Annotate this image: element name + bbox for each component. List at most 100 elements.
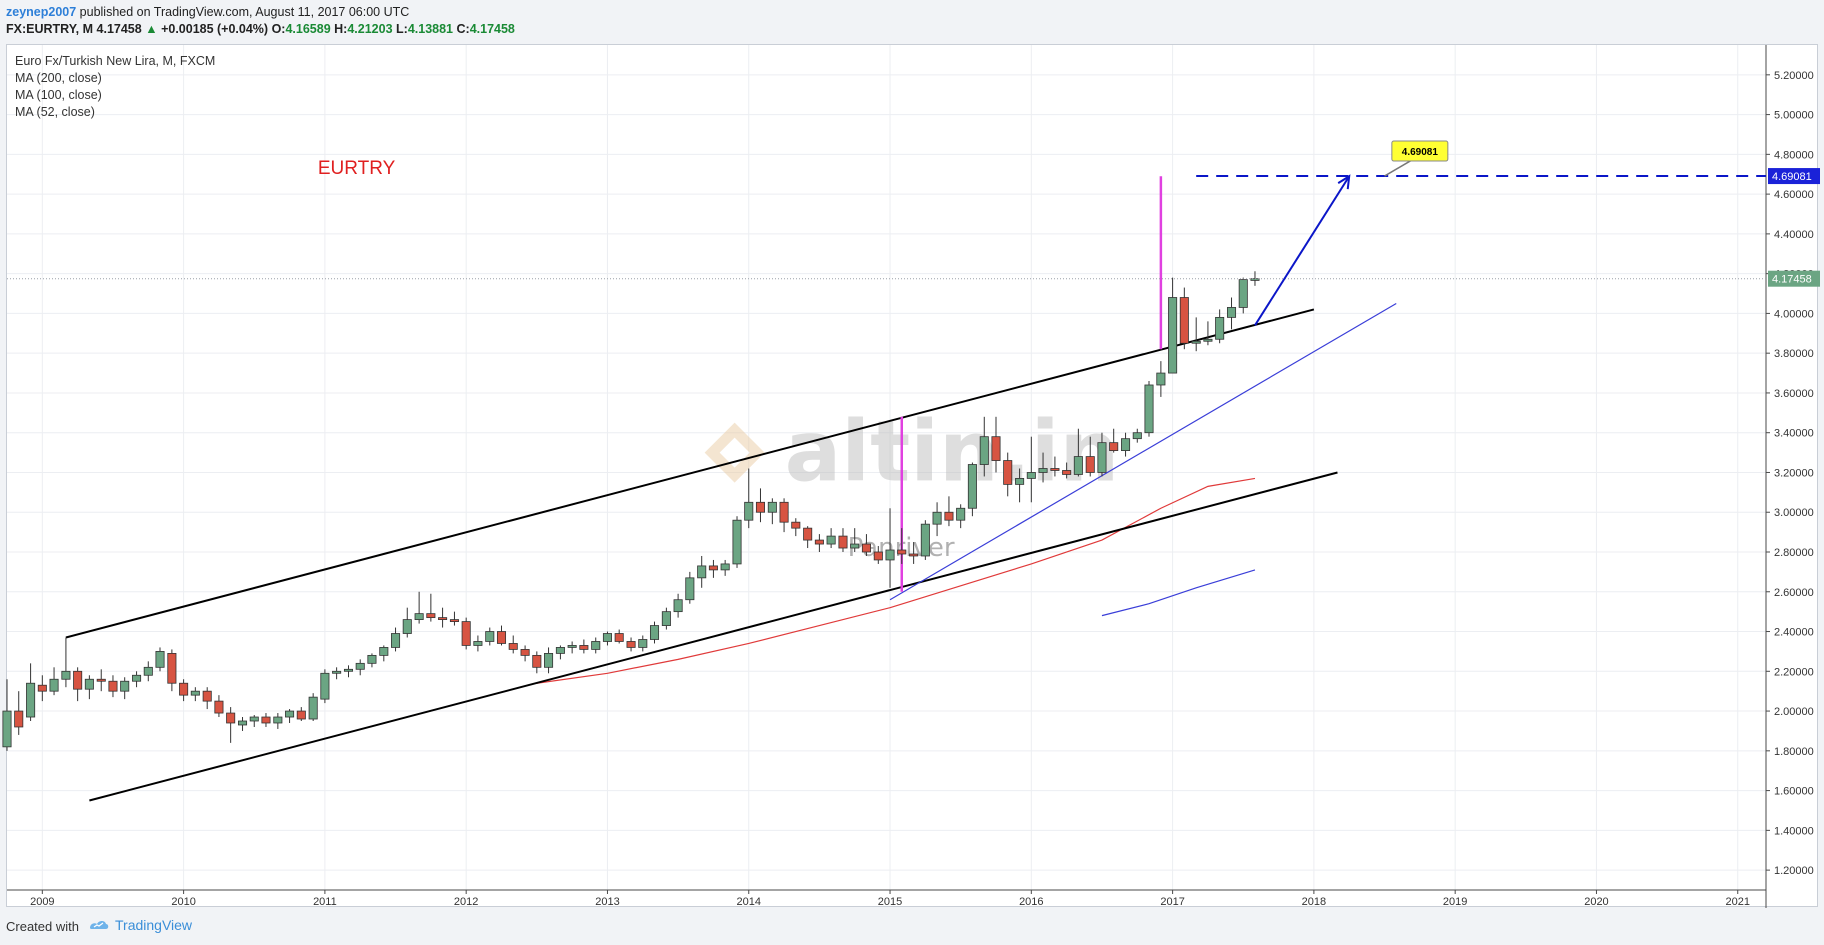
candle-down-body xyxy=(579,645,589,650)
candle-up-body xyxy=(932,511,942,525)
candle xyxy=(1226,297,1237,330)
candle-up-body xyxy=(26,682,36,718)
candle xyxy=(49,667,59,696)
candle-down-body xyxy=(426,613,436,619)
candle xyxy=(273,713,283,729)
target-arrow-shaft xyxy=(1254,175,1351,326)
y-tick-label: 4.80000 xyxy=(1774,149,1814,161)
y-tick-label: 5.00000 xyxy=(1774,110,1814,122)
last-price-axis-label: 4.17458 xyxy=(1772,274,1812,286)
author-link[interactable]: zeynep2007 xyxy=(6,5,77,19)
candle xyxy=(755,488,765,523)
y-tick-label: 3.40000 xyxy=(1774,428,1814,440)
y-tick-label: 1.40000 xyxy=(1774,825,1814,837)
candle xyxy=(979,416,989,477)
candle-up-body xyxy=(155,651,165,668)
candle-up-body xyxy=(485,631,495,642)
candle-up-body xyxy=(555,647,565,654)
watermark-text: altin.in xyxy=(785,403,1120,501)
candle xyxy=(1015,468,1025,503)
x-tick-label: 2016 xyxy=(1019,896,1043,908)
candle-down-body xyxy=(508,643,518,650)
candle xyxy=(108,675,118,698)
candle-down-body xyxy=(1050,468,1060,471)
chart-frame[interactable] xyxy=(6,44,1818,907)
candle xyxy=(214,695,224,718)
candle-down-body xyxy=(532,654,542,668)
candle-up-body xyxy=(355,662,365,670)
candle xyxy=(697,555,707,588)
candle-down-body xyxy=(755,501,765,513)
candle-down-body xyxy=(991,436,1001,461)
price-chart[interactable]: 1.20000 1.40000 1.60000 1.80000 2.00000 2.200… xyxy=(0,0,1824,908)
legend-indicator: MA (52, close) xyxy=(15,105,95,119)
candle-up-body xyxy=(1144,384,1154,434)
footer: Created with TradingView xyxy=(0,908,1824,945)
candle xyxy=(532,651,542,674)
candle-up-body xyxy=(367,654,377,664)
candle-up-body xyxy=(720,563,730,571)
candle xyxy=(449,611,459,626)
candle xyxy=(179,679,189,702)
candle xyxy=(579,639,589,654)
candle xyxy=(508,635,518,654)
high-value: 4.21203 xyxy=(347,22,393,36)
candle xyxy=(1026,436,1036,503)
candle xyxy=(1168,277,1178,374)
candle-down-body xyxy=(226,712,236,724)
candle-up-body xyxy=(1215,316,1225,340)
x-tick-label: 2020 xyxy=(1584,896,1608,908)
candle xyxy=(438,607,448,628)
open-value: 4.16589 xyxy=(285,22,331,36)
candle-down-body xyxy=(1109,442,1119,452)
callout-pointer xyxy=(1384,159,1413,177)
candle-up-body xyxy=(1097,442,1107,473)
candle-up-body xyxy=(414,613,424,621)
candle xyxy=(155,647,165,672)
x-tick-label: 2018 xyxy=(1302,896,1326,908)
candle xyxy=(967,462,977,517)
candle-up-body xyxy=(2,710,12,748)
candle-down-body xyxy=(897,549,907,555)
x-tick-label: 2015 xyxy=(878,896,902,908)
candle xyxy=(1250,271,1260,286)
candle xyxy=(496,625,507,646)
candle-up-body xyxy=(285,710,295,718)
candle xyxy=(426,593,436,622)
candle-down-body xyxy=(108,680,118,692)
candle xyxy=(249,715,259,727)
candle-down-body xyxy=(803,527,813,541)
candle-up-body xyxy=(402,619,412,634)
candle-down-body xyxy=(614,633,624,642)
candle xyxy=(238,717,248,731)
candle-down-body xyxy=(37,684,47,692)
tradingview-link[interactable]: TradingView xyxy=(88,917,192,933)
candle xyxy=(567,641,577,654)
eurtry-annotation: EURTRY xyxy=(318,158,396,179)
candle-up-body xyxy=(920,523,930,557)
candle xyxy=(1203,321,1213,346)
candle xyxy=(1144,381,1154,437)
y-tick-label: 2.40000 xyxy=(1774,627,1814,639)
candle-up-body xyxy=(84,678,94,690)
candle-up-body xyxy=(1026,472,1036,479)
candle-down-body xyxy=(214,700,224,714)
candle xyxy=(861,534,871,556)
candle xyxy=(402,607,412,638)
symbol-label: FX:EURTRY, M xyxy=(6,22,94,36)
candle xyxy=(1109,428,1119,453)
x-tick-label: 2012 xyxy=(454,896,478,908)
candle xyxy=(1179,287,1189,350)
candle xyxy=(732,516,742,568)
candle-up-body xyxy=(379,647,389,656)
candle xyxy=(1121,432,1131,457)
y-tick-label: 3.20000 xyxy=(1774,467,1814,479)
candle xyxy=(285,709,295,723)
candle xyxy=(932,502,942,537)
candle-up-body xyxy=(391,633,401,648)
candle xyxy=(132,671,142,688)
candle xyxy=(320,669,330,704)
candle-down-body xyxy=(96,678,106,682)
candle xyxy=(485,627,495,646)
candle xyxy=(61,637,71,688)
